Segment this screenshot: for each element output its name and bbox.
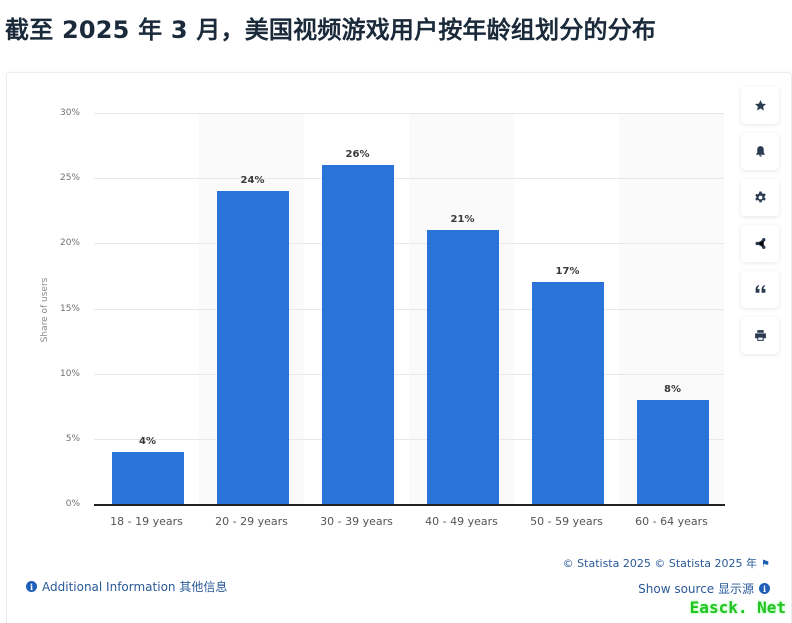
x-tick-label: 50 - 59 years (530, 515, 603, 528)
settings-button[interactable] (741, 179, 779, 216)
quote-icon (754, 283, 767, 296)
bar-value-label: 8% (664, 383, 681, 395)
page-title: 截至 2025 年 3 月，美国视频游戏用户按年龄组划分的分布 (5, 16, 657, 44)
additional-information-label: Additional Information 其他信息 (42, 580, 228, 594)
bar-chart: Share of users 0% 5% 10% 15% 20% 25% 30% 4% 18 -… (40, 108, 725, 528)
x-tick-label: 60 - 64 years (635, 515, 708, 528)
x-tick-label: 30 - 39 years (320, 515, 393, 528)
info-icon: i (759, 583, 770, 594)
gridline (94, 309, 724, 310)
y-tick-label: 25% (59, 173, 80, 184)
print-button[interactable] (741, 317, 779, 354)
bar[interactable] (216, 191, 289, 504)
show-source-label: Show source 显示源 (638, 582, 754, 596)
x-tick-label: 18 - 19 years (110, 515, 183, 528)
y-tick-label: 10% (59, 368, 80, 379)
star-icon (754, 99, 767, 112)
y-tick-label: 0% (65, 499, 80, 509)
bar-value-label: 24% (240, 175, 265, 187)
bar-value-label: 4% (139, 435, 156, 447)
gridline (94, 374, 724, 375)
gridline (94, 113, 724, 114)
show-source-link[interactable]: Show source 显示源 i (638, 580, 770, 597)
gridline (94, 178, 724, 179)
bar-value-label: 21% (450, 214, 475, 226)
info-icon: i (26, 581, 37, 592)
copyright-text[interactable]: © Statista 2025 © Statista 2025 年 (562, 557, 758, 570)
gear-icon (754, 191, 767, 204)
bar[interactable] (111, 451, 184, 504)
bar[interactable] (531, 282, 604, 504)
copyright: © Statista 2025 © Statista 2025 年 ⚑ (563, 555, 770, 571)
watermark: Easck. Net (689, 598, 786, 617)
x-tick-label: 40 - 49 years (425, 515, 498, 528)
y-tick-label: 20% (59, 238, 80, 249)
flag-icon[interactable]: ⚑ (761, 559, 770, 570)
x-axis-line (94, 504, 725, 506)
gridline (94, 243, 724, 244)
printer-icon (754, 329, 767, 342)
share-button[interactable] (741, 225, 779, 262)
share-icon (754, 237, 767, 250)
cite-button[interactable] (741, 271, 779, 308)
notifications-button[interactable] (741, 133, 779, 170)
additional-information-link[interactable]: i Additional Information 其他信息 (26, 578, 227, 595)
bar[interactable] (321, 165, 394, 504)
bar-value-label: 26% (345, 149, 370, 161)
bell-icon (754, 145, 767, 158)
gridline (94, 439, 724, 440)
y-tick-label: 30% (59, 108, 80, 118)
chart-toolbar (741, 87, 779, 363)
bar[interactable] (426, 230, 499, 504)
favorite-button[interactable] (741, 87, 779, 124)
bar[interactable] (636, 399, 709, 504)
y-tick-label: 5% (65, 433, 80, 444)
y-tick-label: 15% (59, 303, 80, 314)
bar-value-label: 17% (555, 266, 580, 278)
x-tick-label: 20 - 29 years (215, 515, 288, 528)
